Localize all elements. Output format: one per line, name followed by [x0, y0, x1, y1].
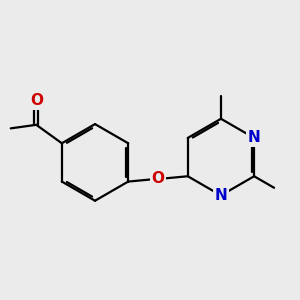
Text: N: N — [214, 188, 227, 203]
Text: O: O — [30, 93, 43, 108]
Text: O: O — [152, 171, 164, 186]
Text: N: N — [248, 130, 260, 146]
